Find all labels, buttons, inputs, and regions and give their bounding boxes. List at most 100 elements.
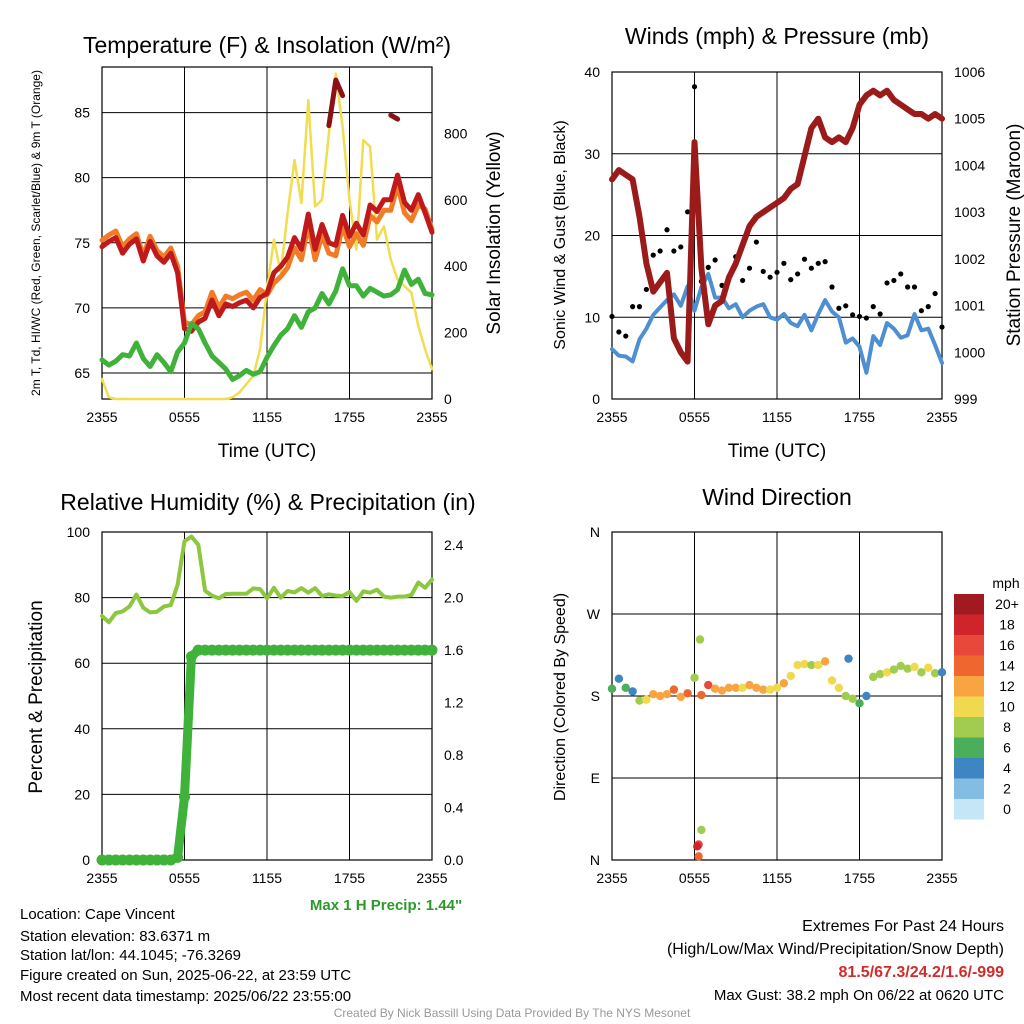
y2-tick-label: 800 (444, 125, 468, 141)
gust-point (636, 304, 643, 310)
direction-point (779, 679, 789, 688)
y2-tick-label: 200 (444, 325, 468, 341)
y2-axis-label-pressure: Station Pressure (Maroon) (1004, 124, 1024, 347)
gust-point (746, 265, 753, 271)
color-scale-label: 2 (1003, 781, 1011, 797)
direction-point (694, 852, 703, 861)
x-tick-label: 1755 (334, 409, 365, 425)
x-tick-label: 1155 (762, 870, 792, 886)
chart-title-humidity: Relative Humidity (%) & Precipitation (i… (60, 489, 475, 515)
series-line-humidity (100, 534, 434, 625)
y2-tick-label: 2.0 (444, 590, 464, 606)
y2-tick-label: 1000 (954, 344, 985, 360)
direction-point (669, 685, 679, 694)
plot-frame (101, 531, 433, 861)
direction-point (704, 680, 713, 690)
y2-tick-label: 400 (444, 258, 468, 274)
latlon-text: Station lat/lon: 44.1045; -76.3269 (20, 947, 242, 964)
direction-point (930, 669, 940, 678)
y-tick-label: 60 (74, 655, 90, 671)
gust-point (863, 315, 869, 321)
direction-point (772, 683, 782, 692)
gust-point (691, 84, 698, 90)
color-scale-swatch (954, 737, 984, 758)
direction-point (848, 694, 857, 703)
x-tick-label: 2355 (416, 409, 447, 425)
x-tick-label: 2355 (926, 409, 957, 425)
gust-point (822, 259, 828, 265)
y-tick-label: E (591, 770, 600, 786)
y2-tick-label: 1001 (954, 298, 985, 314)
gust-point (836, 305, 842, 311)
gust-point (664, 227, 670, 233)
color-scale-swatch (954, 778, 984, 799)
y2-tick-label: 1.2 (444, 695, 464, 711)
gust-point (678, 244, 684, 250)
direction-point (662, 689, 672, 699)
color-scale-label: 14 (999, 658, 1015, 674)
color-scale-swatch (954, 676, 984, 697)
y-tick-label: 80 (74, 170, 90, 186)
y-tick-label: 40 (584, 64, 600, 80)
direction-point (621, 683, 630, 692)
color-scale-label: 10 (999, 699, 1015, 715)
direction-point (903, 664, 912, 673)
y-tick-label: 85 (74, 105, 90, 121)
direction-point (910, 662, 919, 672)
chart-title-temperature: Temperature (F) & Insolation (W/m²) (83, 32, 451, 58)
y-tick-label: N (590, 852, 600, 868)
gust-point (712, 257, 718, 263)
credit-text: Created By Nick Bassill Using Data Provi… (333, 1006, 691, 1020)
color-scale-swatch (954, 635, 984, 656)
y-tick-label: 70 (74, 300, 90, 316)
direction-point (827, 676, 837, 685)
y-tick-label: 80 (74, 590, 90, 606)
x-tick-label: 0555 (679, 409, 710, 425)
gust-point (925, 304, 931, 310)
series-line-dewpoint (99, 266, 435, 382)
direction-point (937, 668, 947, 677)
gust-point (801, 256, 808, 262)
y2-tick-label: 1006 (954, 64, 985, 80)
direction-point (875, 669, 885, 679)
gust-point (609, 313, 615, 320)
color-scale-label: 12 (999, 678, 1015, 694)
gust-point (932, 290, 938, 297)
x-tick-label: 1155 (252, 870, 282, 886)
direction-point (697, 690, 706, 700)
y-axis-label-humidity: Percent & Precipitation (26, 600, 47, 793)
direction-point (917, 668, 926, 677)
gust-point (623, 333, 629, 339)
direction-point (752, 683, 761, 692)
x-tick-label: 0555 (679, 870, 710, 886)
gust-point (657, 248, 663, 254)
y-tick-label: 30 (584, 146, 600, 162)
gust-point (884, 280, 890, 286)
y-axis-label-direction: Direction (Colored By Speed) (552, 593, 569, 801)
direction-point (862, 691, 871, 701)
series-line-heat-index (326, 77, 401, 129)
gust-point (705, 264, 711, 270)
plot-frame (611, 71, 943, 400)
y-tick-label: N (590, 524, 600, 540)
gust-point (630, 304, 636, 310)
chart-title-winds: Winds (mph) & Pressure (mb) (625, 23, 929, 49)
x-tick-label: 1155 (252, 409, 282, 425)
x-tick-label: 2355 (86, 409, 117, 425)
x-tick-label: 0555 (169, 409, 200, 425)
color-scale-label: 18 (999, 617, 1015, 633)
y2-tick-label: 0.8 (444, 747, 464, 763)
direction-point (731, 683, 740, 692)
y-axis-label-temperature: 2m T, Td, HI/WC (Red, Green, Scarlet/Blu… (29, 70, 43, 396)
direction-point (924, 663, 933, 672)
color-scale-swatch (954, 758, 984, 779)
y-tick-label: 20 (74, 786, 90, 802)
gust-point (740, 277, 746, 284)
y-tick-label: 100 (67, 524, 91, 540)
gust-point (616, 329, 622, 335)
x-tick-label: 1155 (762, 409, 792, 425)
x-tick-label: 2355 (596, 870, 627, 886)
y2-tick-label: 0.4 (444, 800, 464, 816)
chart-title-wind-direction: Wind Direction (702, 484, 852, 510)
x-tick-label: 1755 (844, 870, 875, 886)
